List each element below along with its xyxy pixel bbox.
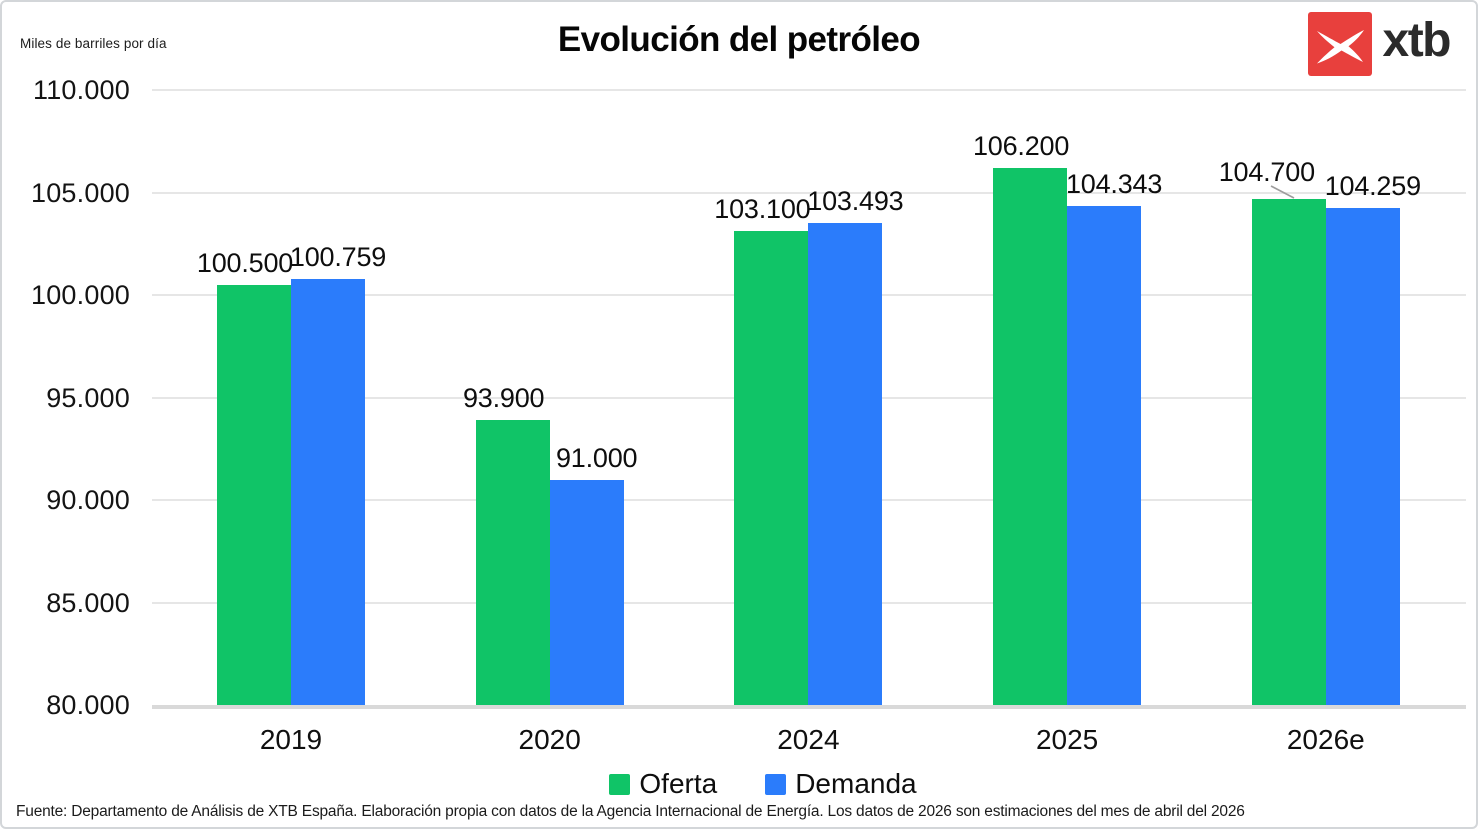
x-axis-line: [152, 705, 1466, 709]
xtb-logo: xtb: [1307, 12, 1452, 76]
legend: Oferta Demanda: [26, 768, 1476, 800]
bar-demanda-2025: [1067, 205, 1142, 705]
legend-label: Oferta: [639, 768, 718, 799]
source-note: Fuente: Departamento de Análisis de XTB …: [16, 803, 1245, 820]
bar-value-label: 93.900: [462, 383, 545, 414]
y-tick-label: 80.000: [46, 690, 130, 720]
x-tick-label-2026e: 2026e: [1286, 724, 1365, 755]
legend-item-oferta: Oferta: [609, 768, 717, 800]
y-tick-label: 100.000: [31, 280, 130, 310]
bar-oferta-2024: [734, 231, 809, 705]
bar-value-label: 103.493: [807, 186, 904, 217]
xtb-logo-icon: [1307, 12, 1372, 76]
legend-label: Demanda: [795, 768, 917, 799]
bar-value-label: 100.759: [289, 242, 387, 273]
label-leader-line: [1270, 184, 1295, 199]
y-axis-unit-label: Miles de barriles por día: [20, 36, 167, 51]
chart-title: Evolución del petróleo: [557, 20, 921, 59]
x-tick-label-2019: 2019: [259, 724, 323, 755]
bar-oferta-2026e: [1251, 198, 1326, 705]
bar-value-label: 100.500: [196, 247, 294, 278]
y-tick-label: 95.000: [46, 382, 130, 413]
bar-value-label: 91.000: [555, 442, 638, 473]
bar-demanda-2026e: [1325, 207, 1400, 705]
x-tick-label-2024: 2024: [777, 724, 840, 755]
y-tick-label: 110.000: [33, 75, 130, 105]
y-tick-label: 85.000: [46, 587, 130, 618]
bar-demanda-2020: [549, 479, 624, 705]
legend-item-demanda: Demanda: [765, 768, 917, 800]
bar-oferta-2020: [475, 420, 550, 705]
x-tick-label-2020: 2020: [518, 724, 581, 755]
gridline: [152, 89, 1466, 91]
x-tick-label-2025: 2025: [1035, 724, 1099, 755]
bar-value-label: 104.700: [1218, 156, 1315, 187]
bar-demanda-2024: [808, 223, 883, 705]
bar-value-label: 104.343: [1065, 168, 1163, 199]
legend-swatch-icon: [609, 773, 631, 795]
xtb-logo-text: xtb: [1382, 14, 1452, 67]
bar-value-label: 106.200: [972, 130, 1070, 161]
bar-value-label: 103.100: [714, 194, 811, 225]
bar-oferta-2019: [217, 284, 291, 705]
bar-demanda-2019: [291, 279, 365, 705]
y-tick-label: 90.000: [46, 485, 130, 515]
gridline: [152, 191, 1466, 194]
legend-swatch-icon: [765, 773, 787, 795]
y-tick-label: 105.000: [31, 177, 130, 208]
bar-oferta-2025: [993, 167, 1068, 705]
bar-value-label: 104.259: [1324, 170, 1421, 201]
